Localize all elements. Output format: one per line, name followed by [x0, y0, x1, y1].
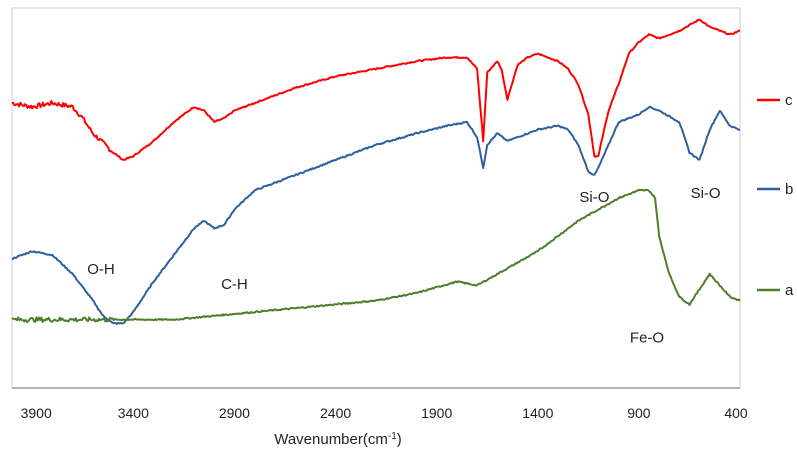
- x-tick-label: 2900: [219, 405, 250, 421]
- legend-label-c: c: [785, 92, 793, 109]
- annotation-label: O-H: [87, 261, 115, 278]
- annotation-label: C-H: [221, 276, 248, 293]
- x-tick-label: 3900: [21, 405, 52, 421]
- legend-label-a: a: [785, 282, 794, 299]
- series-line-a: [11, 189, 741, 323]
- annotations: O-H C-H Si-O Si-O Fe-O: [87, 185, 720, 346]
- series-line-c: [11, 18, 741, 161]
- x-axis-label: Wavenumber(cm-1): [274, 431, 402, 449]
- series-line-b: [11, 105, 741, 325]
- legend: c b a: [757, 92, 794, 299]
- x-tick-label: 3400: [118, 405, 149, 421]
- x-tick-labels: 3900 3400 2900 2400 1900 1400 900 400: [21, 405, 748, 421]
- x-tick-label: 900: [627, 405, 651, 421]
- annotation-label: Si-O: [691, 185, 721, 202]
- annotation-label: Si-O: [579, 189, 609, 206]
- x-tick-label: 1900: [421, 405, 452, 421]
- series-layer: [11, 18, 741, 325]
- x-tick-label: 1400: [522, 405, 553, 421]
- annotation-label: Fe-O: [630, 329, 664, 346]
- legend-label-b: b: [785, 181, 793, 198]
- x-tick-label: 2400: [320, 405, 351, 421]
- x-tick-label: 400: [724, 405, 748, 421]
- plot-frame: [11, 7, 741, 389]
